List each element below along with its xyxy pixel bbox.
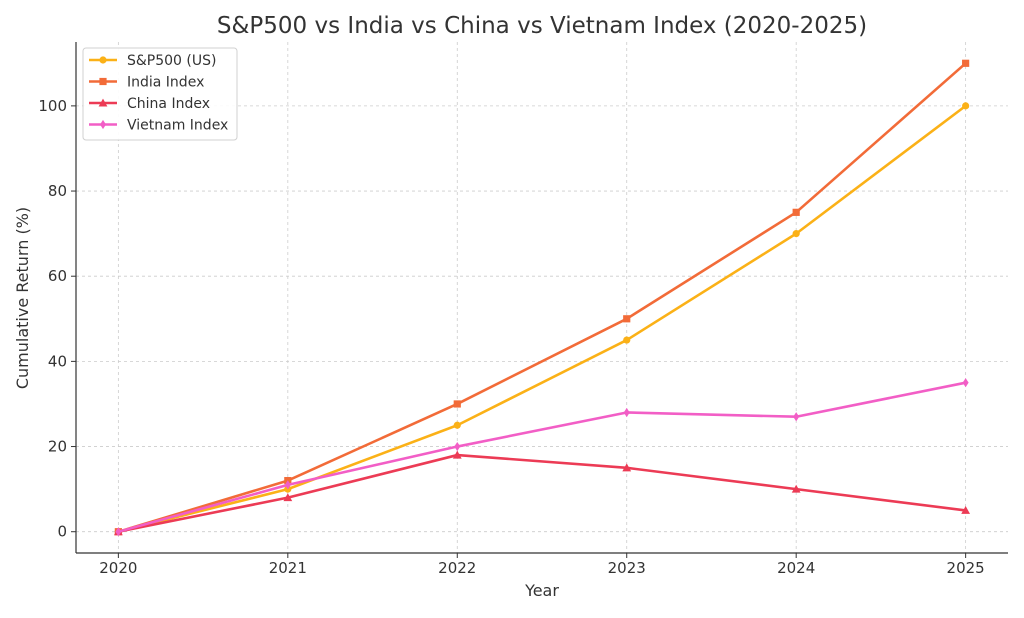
legend-box bbox=[82, 47, 238, 141]
labels: S&P500 vs India vs China vs Vietnam Inde… bbox=[13, 13, 867, 600]
data-point bbox=[791, 484, 801, 493]
x-tick-label: 2021 bbox=[269, 559, 307, 577]
data-point bbox=[623, 407, 630, 418]
legend-label: S&P500 (US) bbox=[127, 53, 216, 69]
data-point bbox=[792, 230, 800, 238]
data-point bbox=[961, 506, 971, 514]
series-line bbox=[117, 62, 967, 533]
data-point bbox=[623, 336, 631, 344]
y-tick-label: 100 bbox=[38, 97, 67, 115]
data-point bbox=[453, 421, 461, 429]
x-tick-label: 2024 bbox=[777, 559, 815, 577]
series-group bbox=[114, 102, 970, 536]
data-point bbox=[623, 315, 631, 323]
x-tick-label: 2025 bbox=[947, 559, 985, 577]
legend-marker bbox=[98, 98, 108, 107]
chart-title: S&P500 vs India vs China vs Vietnam Inde… bbox=[217, 13, 867, 39]
legend-marker bbox=[99, 77, 107, 86]
data-point bbox=[792, 208, 800, 216]
data-point bbox=[284, 480, 291, 490]
data-point bbox=[452, 450, 462, 459]
series-lines bbox=[113, 59, 971, 537]
legend-marker bbox=[100, 119, 106, 130]
data-point bbox=[454, 441, 461, 452]
data-point bbox=[283, 493, 293, 502]
data-point bbox=[962, 59, 970, 67]
series-group bbox=[115, 378, 969, 537]
y-tick-label: 20 bbox=[48, 438, 67, 456]
data-point bbox=[453, 400, 461, 408]
data-point bbox=[962, 102, 970, 110]
series-line bbox=[118, 381, 966, 533]
series-group bbox=[114, 59, 970, 536]
legend-label: Vietnam Index bbox=[127, 118, 228, 134]
axes: 2020 2021 2022 2023 2024 2025 0 20 40 60 80 100 bbox=[38, 42, 1008, 577]
x-axis-label: Year bbox=[524, 581, 559, 600]
legend-label: India Index bbox=[127, 75, 204, 91]
data-point bbox=[793, 412, 800, 422]
y-tick-label: 80 bbox=[48, 182, 67, 200]
y-tick-label: 40 bbox=[48, 352, 67, 370]
y-tick-label: 60 bbox=[48, 267, 67, 285]
legend: S&P500 (US) India Index China Index Vietnam… bbox=[82, 47, 238, 141]
legend-marker bbox=[99, 56, 107, 64]
data-point bbox=[962, 378, 969, 388]
data-point bbox=[115, 527, 122, 537]
data-point bbox=[622, 463, 632, 472]
x-tick-label: 2022 bbox=[438, 559, 476, 577]
y-tick-label: 0 bbox=[57, 523, 67, 541]
x-tick-label: 2020 bbox=[99, 559, 137, 577]
x-tick-label: 2023 bbox=[608, 559, 646, 577]
y-axis-label: Cumulative Return (%) bbox=[13, 207, 32, 389]
series-line bbox=[118, 453, 966, 533]
series-line bbox=[118, 104, 967, 533]
series-group bbox=[113, 450, 971, 536]
legend-label: China Index bbox=[127, 96, 210, 112]
